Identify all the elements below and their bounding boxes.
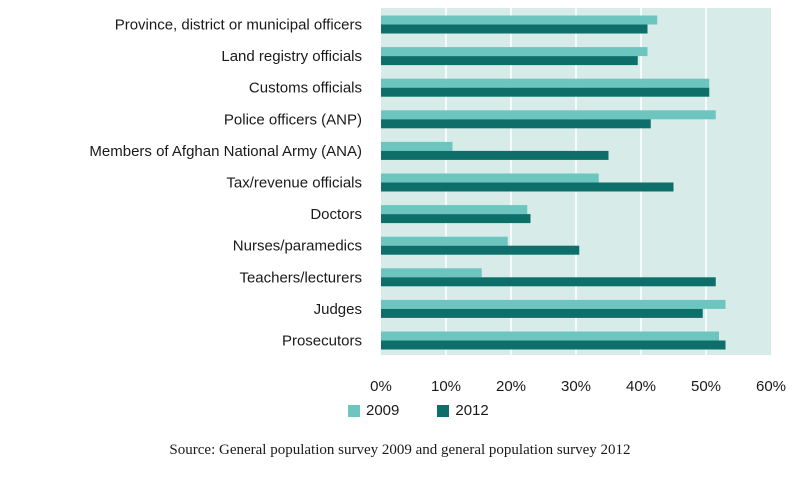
category-label: Customs officials [249,80,362,97]
x-tick-label: 20% [496,378,526,395]
bar-2012 [381,308,703,318]
category-label: Prosecutors [282,333,362,350]
legend-item-2012: 2012 [437,402,489,419]
bar-2009 [381,331,719,341]
bar-2009 [381,268,482,278]
x-tick-label: 40% [626,378,656,395]
category-label: Members of Afghan National Army (ANA) [89,143,362,160]
bar-2012 [381,214,531,224]
bar-2012 [381,87,710,97]
category-label: Nurses/paramedics [233,238,362,255]
x-tick-label: 30% [561,378,591,395]
x-tick-labels: 0% 10% 20% 30% 40% 50% 60% [370,378,786,395]
bar-2012 [381,340,726,350]
category-labels: Province, district or municipal officers… [89,17,362,350]
category-label: Judges [314,301,362,318]
category-label: Tax/revenue officials [226,175,362,192]
bar-2012 [381,245,580,255]
bar-2012 [381,56,638,66]
bar-2012 [381,182,674,192]
bar-2012 [381,150,609,160]
legend-label-2012: 2012 [455,402,489,419]
bar-2009 [381,299,726,309]
category-label: Province, district or municipal officers [115,17,362,34]
category-label: Police officers (ANP) [224,111,362,128]
source-note: Source: General population survey 2009 a… [169,442,631,458]
bar-2009 [381,236,508,246]
x-tick-label: 10% [431,378,461,395]
legend: 2009 2012 [348,402,489,419]
legend-swatch-2012 [437,404,450,417]
bar-2009 [381,15,658,25]
x-tick-label: 60% [756,378,786,395]
bar-2009 [381,78,710,88]
bar-2009 [381,173,599,183]
legend-label-2009: 2009 [366,402,400,419]
bar-2009 [381,47,648,57]
bar-2012 [381,24,648,34]
x-tick-label: 50% [691,378,721,395]
bars [381,15,726,350]
category-label: Land registry officials [221,48,362,65]
legend-swatch-2009 [348,404,360,417]
category-label: Teachers/lecturers [239,269,362,286]
x-tick-label: 0% [370,378,392,395]
category-label: Doctors [310,206,362,223]
bar-2009 [381,141,453,151]
bar-2012 [381,277,716,287]
bar-2009 [381,110,716,120]
bar-2012 [381,119,651,129]
legend-item-2009: 2009 [348,402,399,419]
bar-2009 [381,205,528,215]
